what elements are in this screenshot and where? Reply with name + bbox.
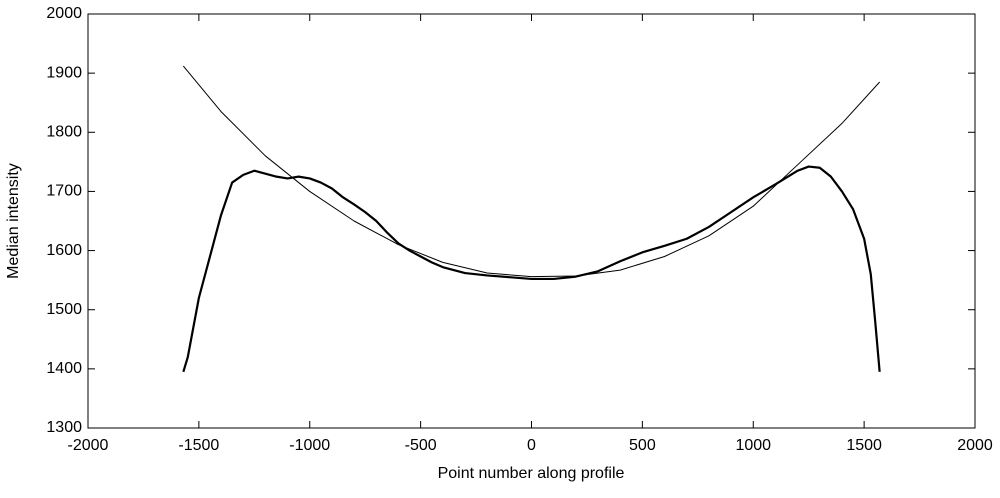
- x-axis-label: Point number along profile: [438, 465, 625, 482]
- x-tick-label: -1000: [289, 437, 330, 454]
- x-tick-label: -500: [405, 437, 437, 454]
- y-tick-label: 1500: [46, 301, 82, 318]
- axes-box: [87, 13, 976, 429]
- y-tick-label: 1600: [46, 242, 82, 259]
- x-tick-label: 1500: [846, 437, 882, 454]
- y-tick-label: 1900: [46, 64, 82, 81]
- y-tick-label: 2000: [46, 5, 82, 22]
- y-tick-label: 1800: [46, 124, 82, 141]
- x-tick-label: 500: [629, 437, 656, 454]
- y-tick-label: 1400: [46, 360, 82, 377]
- y-tick-label: 1300: [46, 419, 82, 436]
- y-axis-label: Median intensity: [5, 163, 22, 279]
- data-line: [182, 65, 881, 278]
- x-tick-label: -1500: [178, 437, 219, 454]
- x-tick-label: 0: [527, 437, 536, 454]
- data-line: [182, 165, 881, 373]
- x-tick-label: 2000: [957, 437, 993, 454]
- y-tick-label: 1700: [46, 183, 82, 200]
- x-tick-label: -2000: [68, 437, 109, 454]
- x-tick-label: 1000: [735, 437, 771, 454]
